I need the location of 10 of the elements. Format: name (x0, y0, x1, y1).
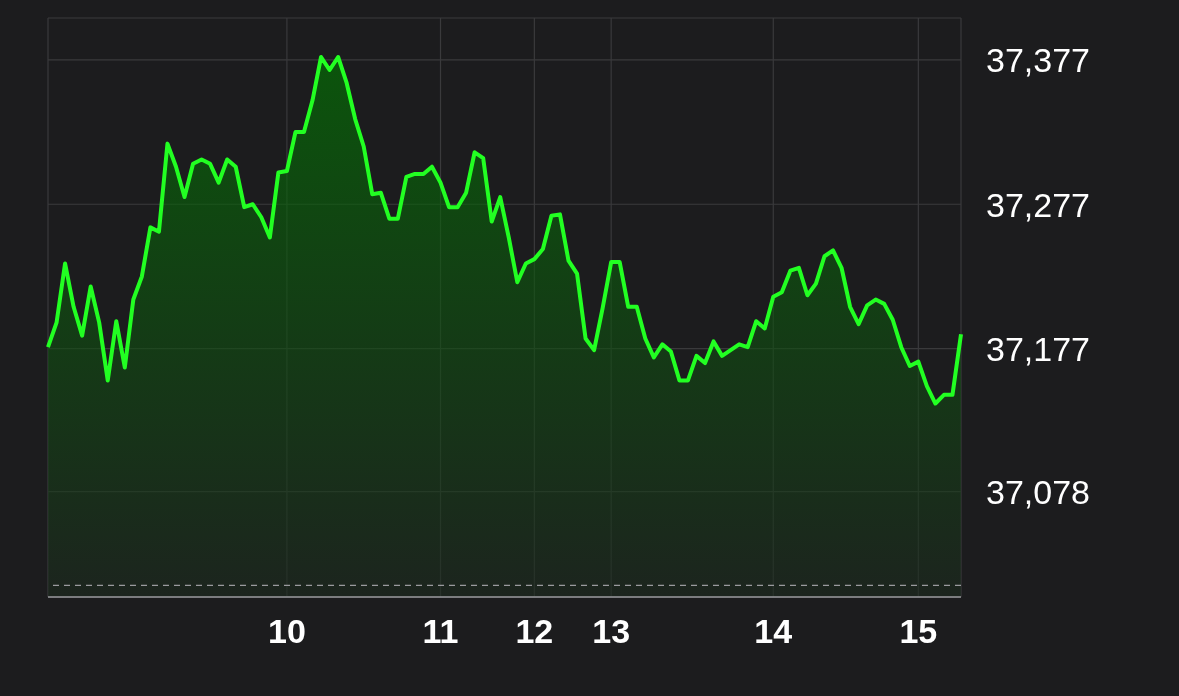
y-tick-label: 37,177 (986, 329, 1090, 368)
y-tick-label: 37,078 (986, 472, 1090, 511)
y-tick-label: 37,277 (986, 185, 1090, 224)
x-tick-label: 15 (899, 612, 938, 651)
x-tick-label: 11 (422, 612, 459, 651)
x-tick-label: 12 (515, 612, 554, 651)
x-tick-label: 10 (268, 612, 306, 651)
x-tick-label: 13 (592, 612, 631, 651)
x-tick-label: 14 (754, 612, 793, 651)
y-tick-label: 37,377 (986, 41, 1090, 80)
